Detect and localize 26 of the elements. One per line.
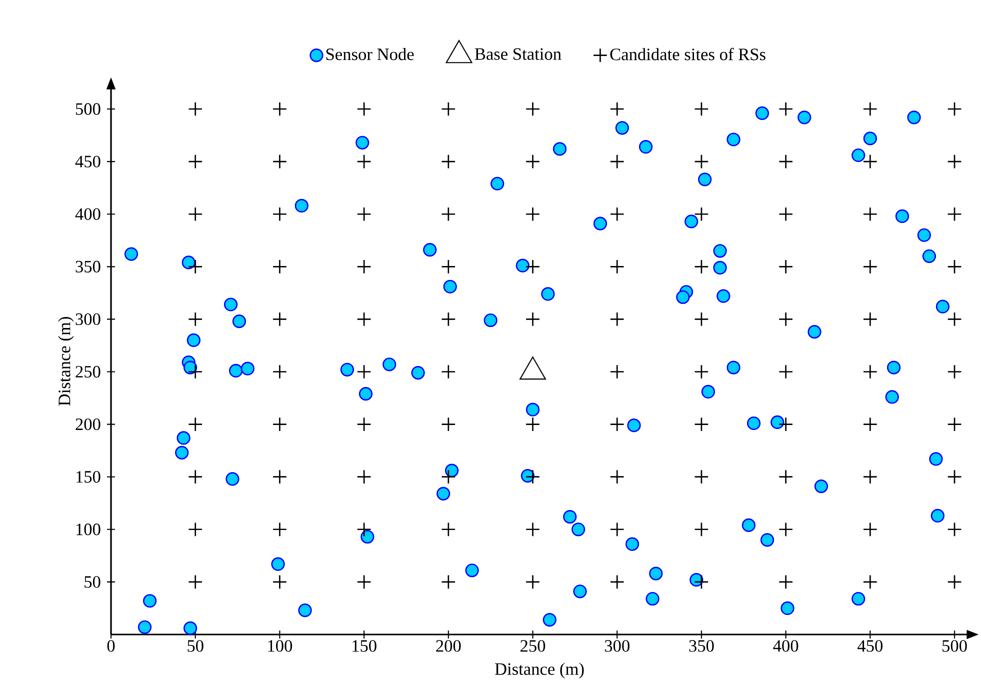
y-tick-label: 200 [76, 418, 100, 430]
x-tick-label: 350 [689, 640, 714, 652]
x-tick-label: 150 [352, 640, 376, 652]
y-tick-label: 500 [76, 103, 100, 115]
y-tick-label: 450 [75, 156, 100, 168]
y-tick-label: 300 [76, 313, 100, 326]
y-tick-label: 100 [76, 524, 100, 536]
x-tick-label: 400 [773, 640, 798, 652]
x-axis-title: Distance (m) [495, 662, 584, 678]
y-tick-label: 250 [76, 366, 100, 378]
x-tick-label: 200 [436, 640, 461, 652]
legend-label: Candidate sites of RSs [610, 48, 766, 60]
y-tick-label: 350 [76, 260, 100, 272]
y-tick-label: 150 [76, 471, 100, 483]
x-tick-label: 250 [520, 640, 546, 652]
x-tick-label: 500 [942, 640, 967, 652]
x-tick-label: 100 [268, 640, 292, 652]
x-tick-label: 0 [107, 640, 115, 652]
y-axis-title: Distance (m) [58, 317, 74, 406]
y-tick-label: 50 [84, 576, 100, 588]
x-tick-label: 300 [604, 640, 630, 652]
legend-label: Sensor Node [326, 48, 414, 60]
x-tick-label: 450 [858, 640, 883, 652]
legend-label: Base Station [474, 48, 562, 60]
x-tick-label: 50 [188, 640, 204, 652]
y-tick-label: 400 [75, 208, 100, 220]
